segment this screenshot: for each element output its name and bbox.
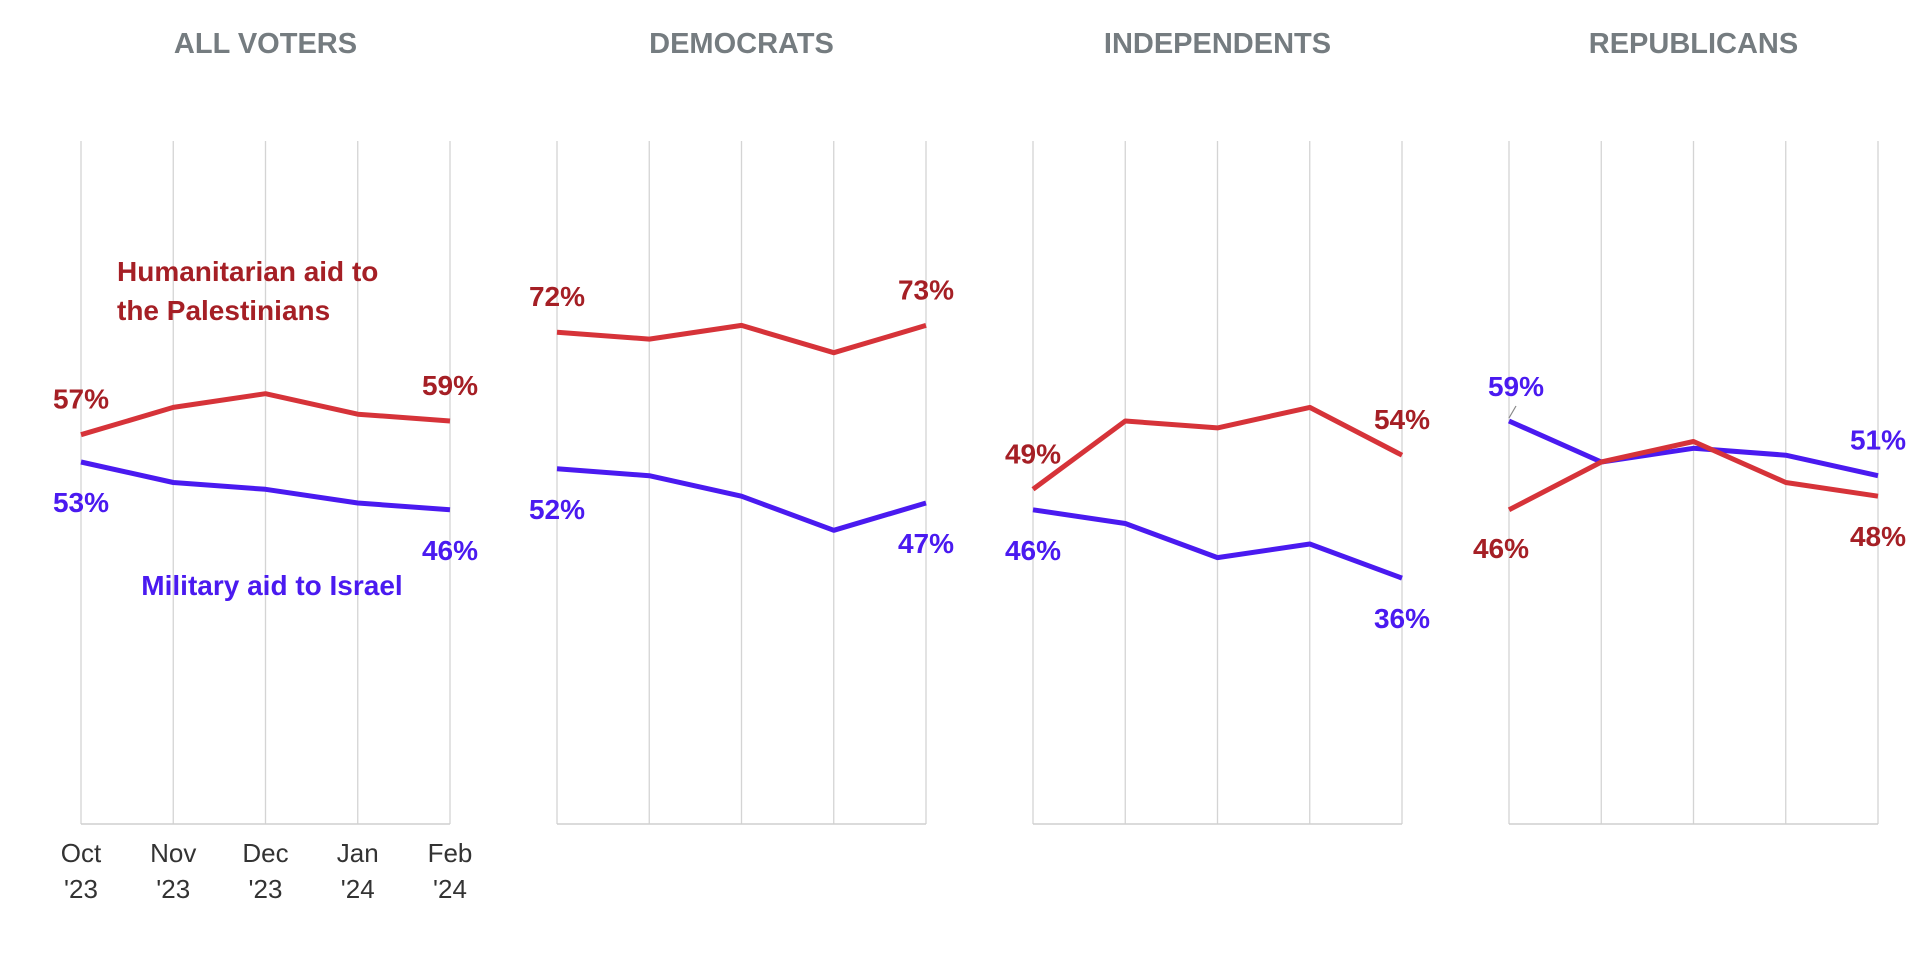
military-aid-line	[556, 466, 927, 533]
x-tick-label: Nov	[150, 838, 196, 868]
military-aid-line	[80, 459, 451, 513]
humanitarian-start-value-label: 72%	[529, 281, 585, 312]
military-end-value-label: 36%	[1374, 603, 1430, 634]
x-tick-label: '23	[249, 874, 283, 904]
humanitarian-start-value-label: 57%	[53, 384, 109, 415]
panel-title: ALL VOTERS	[174, 28, 357, 60]
x-tick-label: Dec	[242, 838, 288, 868]
panel-independents: INDEPENDENTS 49% 54% 46% 36%	[1005, 28, 1430, 825]
panel-title: DEMOCRATS	[649, 28, 834, 60]
x-tick-label: '24	[341, 874, 375, 904]
panel-all-voters: ALL VOTERS 57% 59% 53% 46%	[53, 28, 478, 825]
humanitarian-aid-line	[1031, 404, 1404, 492]
x-tick-label: Jan	[337, 838, 379, 868]
x-tick-label: '23	[64, 874, 98, 904]
humanitarian-series-annotation: Humanitarian aid to	[117, 256, 378, 287]
humanitarian-end-value-label: 48%	[1850, 521, 1906, 552]
humanitarian-end-value-label: 73%	[898, 274, 954, 305]
military-start-value-label: 46%	[1005, 535, 1061, 566]
military-start-value-label: 59%	[1488, 371, 1544, 402]
military-start-value-label: 53%	[53, 487, 109, 518]
label-leader-line	[1508, 405, 1517, 419]
x-tick-label: '23	[156, 874, 190, 904]
panel-democrats: DEMOCRATS 72% 73% 52% 47%	[529, 28, 954, 825]
humanitarian-aid-line	[1507, 439, 1879, 513]
humanitarian-start-value-label: 49%	[1005, 438, 1061, 469]
military-aid-line	[1032, 507, 1403, 581]
military-end-value-label: 46%	[422, 535, 478, 566]
humanitarian-start-value-label: 46%	[1473, 533, 1529, 564]
military-end-value-label: 51%	[1850, 425, 1906, 456]
humanitarian-end-value-label: 59%	[422, 370, 478, 401]
military-end-value-label: 47%	[898, 528, 954, 559]
x-tick-label: '24	[433, 874, 467, 904]
humanitarian-aid-line	[556, 322, 927, 356]
humanitarian-end-value-label: 54%	[1374, 404, 1430, 435]
x-tick-label: Feb	[428, 838, 473, 868]
military-start-value-label: 52%	[529, 494, 585, 525]
military-aid-line	[1507, 418, 1879, 479]
x-tick-label: Oct	[61, 838, 102, 868]
panel-title: INDEPENDENTS	[1104, 28, 1331, 60]
humanitarian-aid-line	[80, 391, 451, 438]
panel-title: REPUBLICANS	[1589, 28, 1798, 60]
humanitarian-series-annotation: the Palestinians	[117, 295, 330, 326]
panel-republicans: REPUBLICANS 46% 48% 59% 51%	[1473, 28, 1906, 825]
military-series-annotation: Military aid to Israel	[141, 570, 402, 601]
